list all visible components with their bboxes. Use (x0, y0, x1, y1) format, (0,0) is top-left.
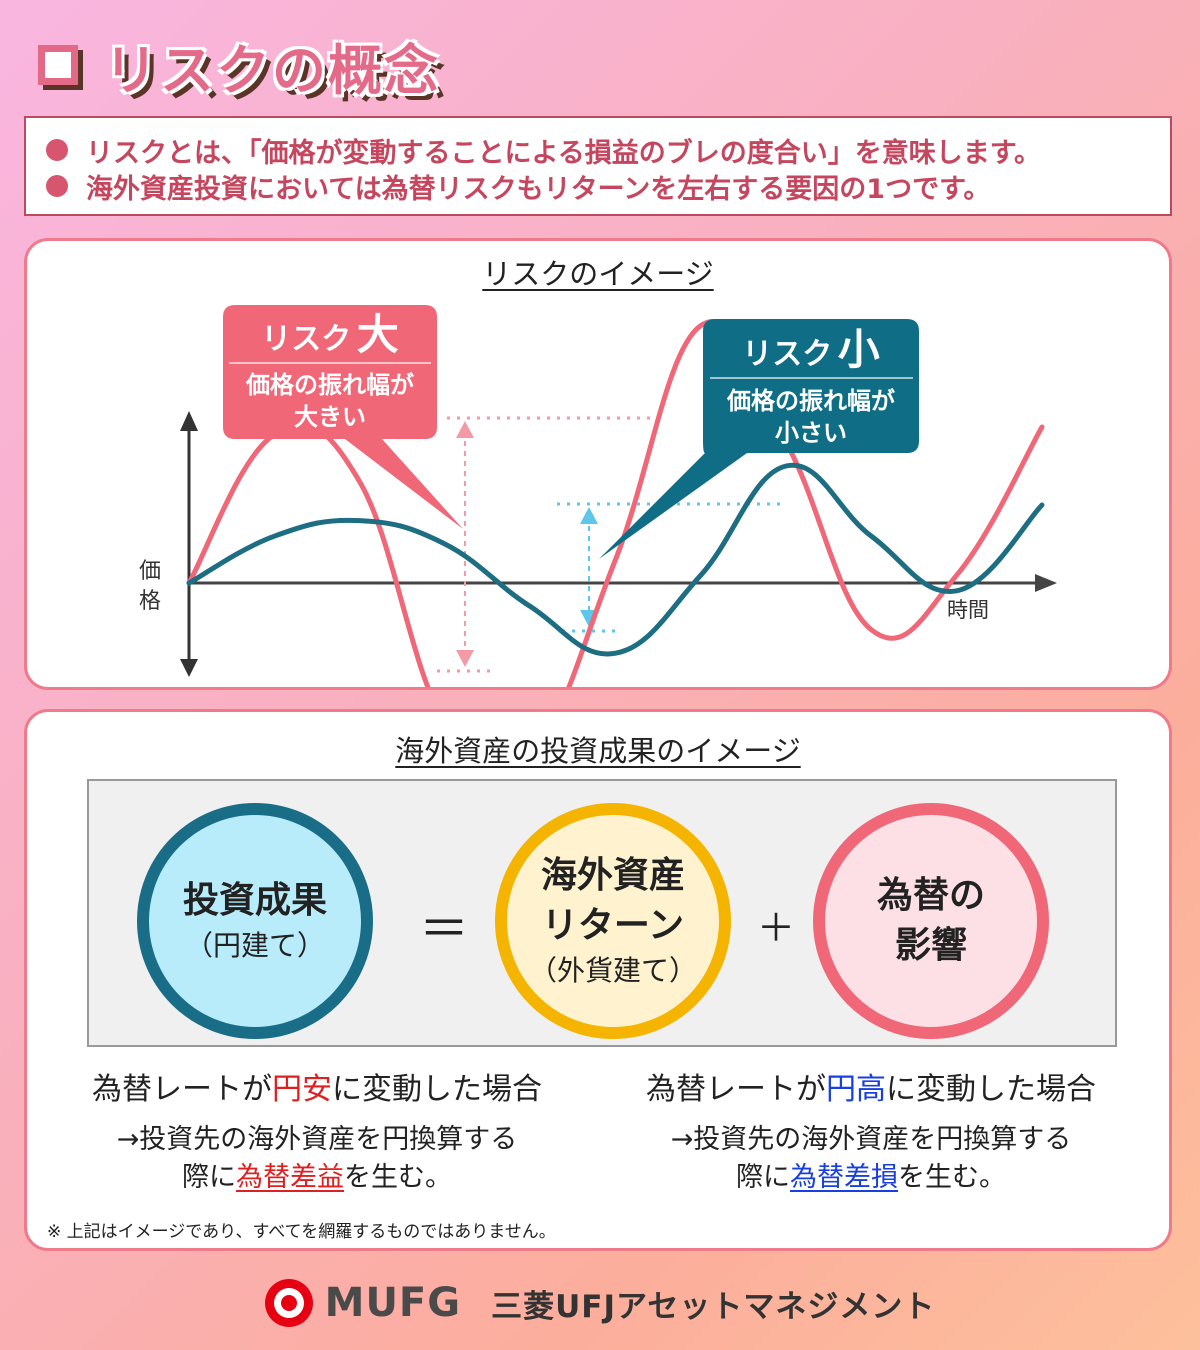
intro-text-1: リスクとは、「価格が変動することによる損益のブレの度合い」を意味します。 (86, 137, 1041, 169)
small-risk-desc: 価格の振れ幅が 小さい (703, 385, 919, 449)
bullet-icon (46, 139, 68, 161)
asset-return-text-1: 海外資産 (540, 855, 685, 896)
fx-effect-circle: 為替の 影響 (813, 803, 1049, 1039)
risk-image-title: リスクのイメージ (482, 257, 714, 291)
weak-yen-body-1: →投資先の海外資産を円換算する (116, 1124, 518, 1155)
intro-text-2: 海外資産投資においては為替リスクもリターンを左右する要因の1つです。 (86, 173, 991, 205)
footer: MUFG 三菱UFJアセットマネジメント (0, 1274, 1200, 1332)
fx-effect-text-1: 為替の (876, 875, 985, 916)
small-range-arrow-up-icon (580, 507, 598, 524)
risk-image-panel: リスクのイメージ 価格 時間 リスク 大 価格の振れ幅が (24, 238, 1172, 690)
strong-yen-body-1: →投資先の海外資産を円換算する (670, 1124, 1072, 1155)
intro-line-2: 海外資産投資においては為替リスクもリターンを左右する要因の1つです。 (46, 168, 1150, 205)
big-risk-heading: リスク 大 (223, 307, 437, 363)
result-circle: 投資成果 （円建て） (137, 803, 373, 1039)
result-sub-text: （円建て） (184, 929, 325, 962)
weak-yen-body: →投資先の海外資産を円換算する 際に為替差益を生む。 (67, 1121, 567, 1197)
big-risk-label: リスク (261, 322, 352, 357)
small-risk-label: リスク (742, 337, 833, 372)
big-risk-size: 大 (356, 310, 399, 359)
small-risk-series-line (186, 462, 1045, 657)
weak-yen-body-2-pre: 際に (182, 1162, 236, 1193)
big-risk-callout (223, 305, 463, 529)
intro-box: リスクとは、「価格が変動することによる損益のブレの度合い」を意味します。 海外資… (24, 116, 1172, 216)
result-text: 投資成果 (182, 880, 327, 921)
small-risk-desc-2: 小さい (775, 419, 847, 447)
equals-sign: ＝ (419, 900, 469, 958)
asset-return-circle: 海外資産 リターン （外貨建て） (495, 803, 731, 1039)
small-risk-desc-1: 価格の振れ幅が (727, 387, 895, 415)
chart-series (186, 319, 1045, 687)
x-axis-label: 時間 (947, 598, 989, 622)
y-axis-arrow-down-icon (180, 659, 198, 677)
weak-yen-body-2: 際に為替差益を生む。 (67, 1159, 567, 1197)
strong-yen-body-2-post: を生む。 (898, 1162, 1006, 1193)
weak-yen-heading: 為替レートが円安に変動した場合 (67, 1064, 567, 1108)
strong-yen-body-2: 際に為替差損を生む。 (621, 1159, 1121, 1197)
big-risk-series-line (186, 319, 1045, 687)
small-risk-callout (599, 319, 919, 559)
small-risk-size: 小 (837, 325, 880, 374)
mufg-logo-icon (264, 1279, 313, 1327)
disclaimer-note: ※ 上記はイメージであり、すべてを網羅するものではありません。 (47, 1222, 556, 1242)
x-axis-arrow-icon (1035, 574, 1057, 592)
title-square-icon (38, 45, 78, 85)
strong-yen-heading: 為替レートが円高に変動した場合 (621, 1064, 1121, 1108)
strong-yen-key: 円高 (826, 1072, 886, 1107)
big-risk-desc-2: 大きい (294, 403, 366, 431)
intro-line-1: リスクとは、「価格が変動することによる損益のブレの度合い」を意味します。 (46, 132, 1150, 169)
outcome-panel: 海外資産の投資成果のイメージ 投資成果 （円建て） ＝ 海外資産 リターン （外… (24, 709, 1172, 1251)
brand-name: MUFG (324, 1280, 462, 1326)
fx-effect-text-2: 影響 (894, 925, 967, 966)
company-name: 三菱UFJアセットマネジメント (491, 1288, 936, 1325)
strong-yen-body: →投資先の海外資産を円換算する 際に為替差損を生む。 (621, 1121, 1121, 1197)
big-range-arrow-down-icon (456, 650, 474, 667)
small-risk-heading: リスク 小 (703, 321, 919, 378)
big-risk-desc-1: 価格の振れ幅が (246, 371, 414, 399)
formula-box: 投資成果 （円建て） ＝ 海外資産 リターン （外貨建て） ＋ 為替の 影響 (87, 779, 1117, 1047)
strong-yen-body-2-pre: 際に (736, 1162, 790, 1193)
strong-yen-head-pre: 為替レートが (646, 1072, 826, 1107)
outcome-title: 海外資産の投資成果のイメージ (395, 734, 801, 768)
page-header: リスクの概念 (38, 30, 440, 102)
weak-yen-body-2-post: を生む。 (344, 1162, 452, 1193)
weak-yen-head-post: に変動した場合 (332, 1072, 542, 1107)
weak-yen-key: 円安 (272, 1072, 332, 1107)
weak-yen-head-pre: 為替レートが (92, 1072, 272, 1107)
plus-sign: ＋ (757, 906, 796, 950)
page-title: リスクの概念 (104, 38, 440, 102)
fx-loss-text: 為替差損 (790, 1162, 898, 1193)
asset-return-text-2: リターン (541, 905, 685, 946)
big-range-arrow-up-icon (456, 421, 474, 438)
strong-yen-head-post: に変動した場合 (886, 1072, 1096, 1107)
y-axis-label: 価格 (138, 559, 161, 614)
fx-gain-text: 為替差益 (236, 1162, 344, 1193)
bullet-icon (46, 175, 68, 197)
asset-return-sub-text: （外貨建て） (528, 954, 697, 987)
risk-chart (180, 305, 1057, 687)
y-axis-arrow-up-icon (180, 411, 198, 431)
big-risk-desc: 価格の振れ幅が 大きい (223, 369, 437, 433)
